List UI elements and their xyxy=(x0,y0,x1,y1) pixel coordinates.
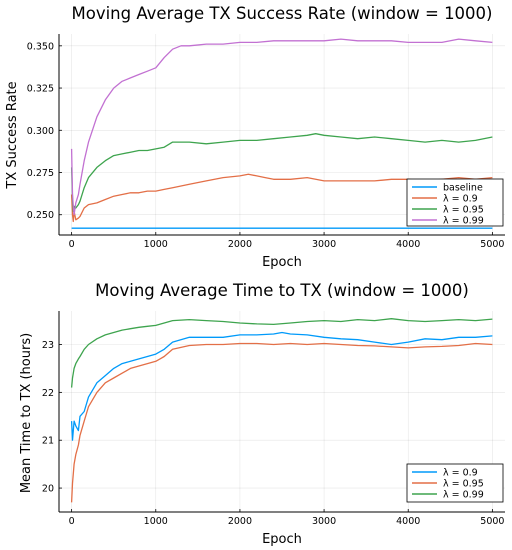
time-to-tx-chart: Moving Average Time to TX (window = 1000… xyxy=(19,281,505,547)
x-axis-label: Epoch xyxy=(262,255,302,270)
series-line xyxy=(70,133,493,213)
x-tick-label: 0 xyxy=(69,239,75,250)
legend-label: λ = 0.9 xyxy=(443,468,478,479)
legend-label: λ = 0.99 xyxy=(443,216,484,227)
x-axis-label: Epoch xyxy=(262,532,302,547)
grid xyxy=(58,34,505,236)
x-tick-label: 2000 xyxy=(228,516,252,527)
x-tick-label: 2000 xyxy=(228,239,252,250)
success-rate-chart: Moving Average TX Success Rate (window =… xyxy=(5,4,505,270)
x-tick-label: 1000 xyxy=(144,239,168,250)
x-tick-label: 5000 xyxy=(480,516,504,527)
series-line xyxy=(70,318,493,388)
legend: λ = 0.9λ = 0.95λ = 0.99 xyxy=(406,463,504,503)
series-lines xyxy=(70,38,493,229)
series-line xyxy=(70,38,493,216)
legend-label: λ = 0.9 xyxy=(443,194,478,205)
x-tick-label: 4000 xyxy=(396,239,420,250)
y-tick-label: 0.250 xyxy=(27,210,54,221)
series-line xyxy=(70,173,493,223)
y-tick-label: 0.325 xyxy=(27,84,54,95)
tick-labels: 0 1000 2000 3000 4000 5000 20 21 22 23 xyxy=(42,340,505,527)
y-tick-label: 0.300 xyxy=(27,126,54,137)
legend-label: λ = 0.95 xyxy=(443,479,484,490)
y-tick-label: 0.275 xyxy=(27,168,54,179)
chart-title: Moving Average TX Success Rate (window =… xyxy=(71,4,492,23)
x-tick-label: 5000 xyxy=(480,239,504,250)
y-axis-label: Mean Time to TX (hours) xyxy=(19,333,34,493)
x-tick-label: 0 xyxy=(69,516,75,527)
y-axis-label: TX Success Rate xyxy=(5,81,20,189)
x-tick-label: 1000 xyxy=(144,516,168,527)
legend-label: baseline xyxy=(443,183,483,194)
tick-labels: 0 1000 2000 3000 4000 5000 0.250 0.275 0.300 0.32… xyxy=(27,41,505,250)
x-tick-label: 3000 xyxy=(312,516,336,527)
legend-label: λ = 0.95 xyxy=(443,205,484,216)
series-line xyxy=(70,331,493,441)
x-tick-label: 4000 xyxy=(396,516,420,527)
series-line xyxy=(70,342,493,503)
chart-title: Moving Average Time to TX (window = 1000… xyxy=(95,281,469,300)
y-tick-label: 23 xyxy=(42,340,54,351)
x-tick-label: 3000 xyxy=(312,239,336,250)
y-tick-label: 21 xyxy=(42,436,54,447)
y-tick-label: 22 xyxy=(42,388,54,399)
y-tick-label: 0.350 xyxy=(27,41,54,52)
y-tick-label: 20 xyxy=(42,484,54,495)
series-lines xyxy=(70,318,493,503)
legend-label: λ = 0.99 xyxy=(443,490,484,501)
